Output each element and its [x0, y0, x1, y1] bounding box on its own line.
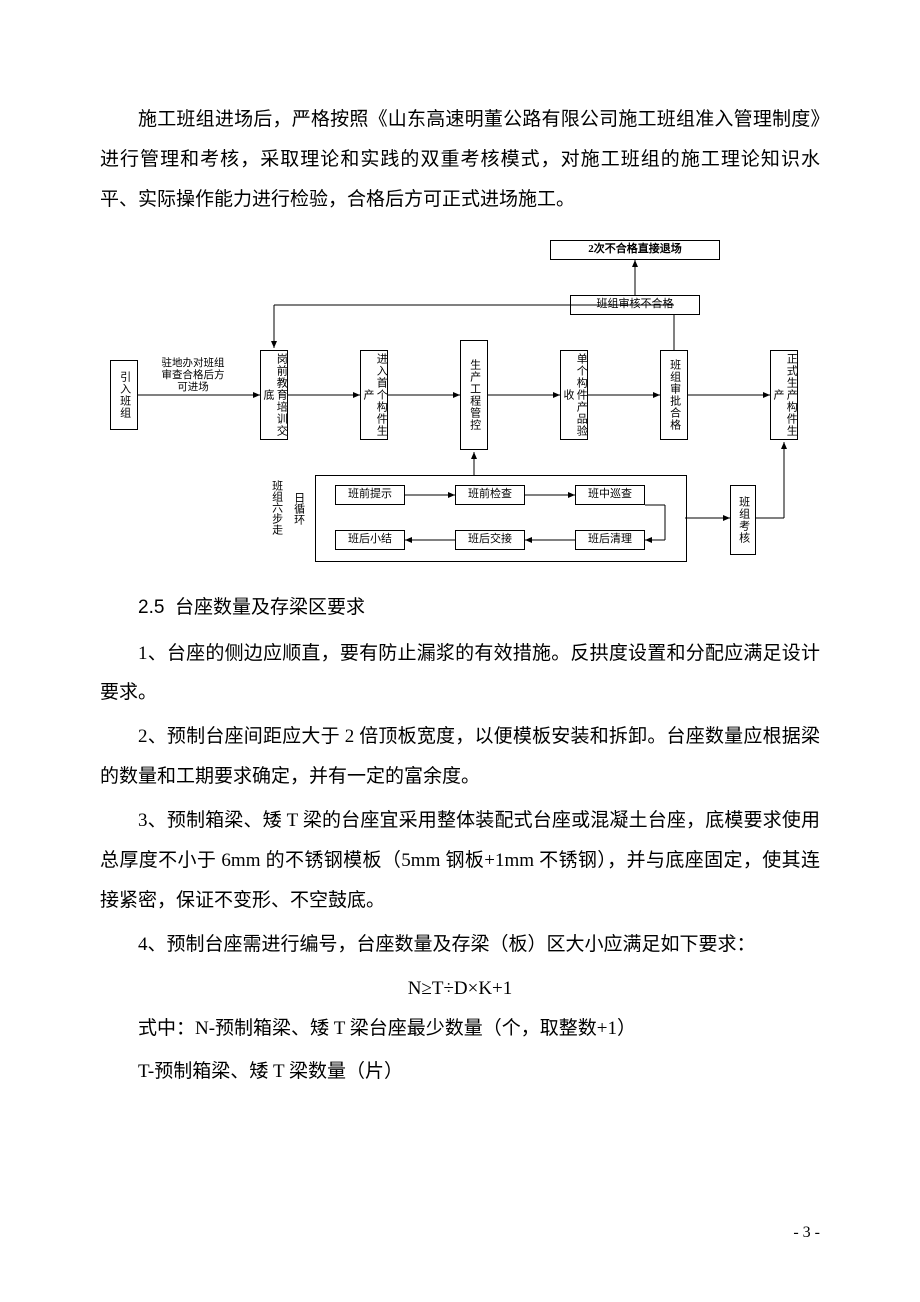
section-name: 台座数量及存梁区要求 [175, 597, 365, 618]
fc-cycle-bot-0: 班后小结 [335, 530, 405, 550]
fc-cycle-bot-1: 班后交接 [455, 530, 525, 550]
p1: 1、台座的侧边应顺直，要有防止漏浆的有效措施。反拱度设置和分配应满足设计要求。 [100, 634, 820, 714]
intro-paragraph: 施工班组进场后，严格按照《山东高速明董公路有限公司施工班组准入管理制度》进行管理… [100, 100, 820, 220]
flowchart: 2次不合格直接退场 班组审核不合格 引入班组 岗前教育培训交底 进入首个构件生产… [100, 240, 820, 570]
fc-main-4: 单个构件产品验收 [560, 350, 588, 440]
fc-main-2: 进入首个构件生产 [360, 350, 388, 440]
fc-main-0: 引入班组 [110, 360, 138, 430]
fc-main-6: 正式生产构件生产 [770, 350, 798, 440]
fc-cycle-top-2: 班中巡查 [575, 485, 645, 505]
fc-cycle-top-1: 班前检查 [455, 485, 525, 505]
fc-cycle-label2: 日循环 [292, 492, 305, 525]
section-number: 2.5 [138, 597, 164, 618]
page-number: - 3 - [793, 1224, 820, 1242]
fc-cycle-bot-2: 班后清理 [575, 530, 645, 550]
fc-top-banner: 2次不合格直接退场 [550, 240, 720, 260]
p4: 4、预制台座需进行编号，台座数量及存梁（板）区大小应满足如下要求： [100, 925, 820, 965]
formula-explain-1: 式中：N-预制箱梁、矮 T 梁台座最少数量（个，取整数+1） [100, 1009, 820, 1049]
fc-top-right: 班组审核不合格 [570, 295, 700, 315]
fc-side-note: 驻地办对班组审查合格后方可进场 [158, 358, 228, 394]
formula: N≥T÷D×K+1 [100, 969, 820, 1009]
p3: 3、预制箱梁、矮 T 梁的台座宜采用整体装配式台座或混凝土台座，底模要求使用总厚… [100, 801, 820, 921]
p2: 2、预制台座间距应大于 2 倍顶板宽度，以便模板安装和拆卸。台座数量应根据梁的数… [100, 717, 820, 797]
document-page: 施工班组进场后，严格按照《山东高速明董公路有限公司施工班组准入管理制度》进行管理… [0, 0, 920, 1302]
formula-explain-2: T-预制箱梁、矮 T 梁数量（片） [100, 1052, 820, 1092]
fc-main-3: 生产工程管控 [460, 340, 488, 450]
fc-main-1: 岗前教育培训交底 [260, 350, 288, 440]
section-2-5-title: 2.5 台座数量及存梁区要求 [100, 588, 820, 628]
fc-right-side: 班组考核 [730, 485, 756, 555]
fc-main-5: 班组审批合格 [660, 350, 688, 440]
fc-cycle-label1: 班组六步走 [270, 480, 283, 535]
fc-cycle-top-0: 班前提示 [335, 485, 405, 505]
